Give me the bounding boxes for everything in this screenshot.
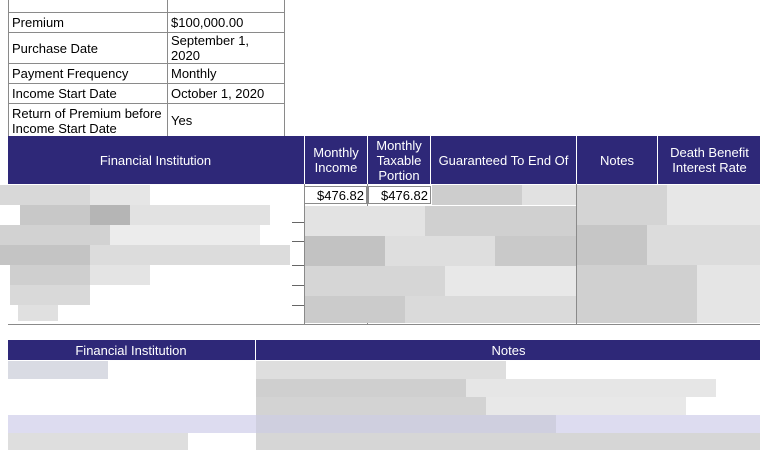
summary-label: Income Start Date	[8, 83, 168, 104]
notes-table-header: Financial Institution Notes	[8, 340, 760, 360]
summary-row-purchase-date: Purchase Date September 1, 2020	[8, 32, 285, 64]
grid-line	[304, 184, 305, 324]
col-guaranteed-to-end-of: Guaranteed To End Of	[430, 136, 576, 184]
grid-line	[8, 324, 760, 325]
income-table-header: Financial Institution Monthly Income Mon…	[8, 136, 760, 184]
col-death-benefit-interest-rate: Death Benefit Interest Rate	[657, 136, 761, 184]
monthly-taxable-value: $476.82	[368, 186, 431, 204]
col-notes: Notes	[255, 340, 761, 360]
col-financial-institution: Financial Institution	[75, 342, 187, 358]
grid-tick	[292, 285, 304, 286]
grid-tick	[292, 305, 304, 306]
summary-value: Yes	[167, 103, 285, 138]
grid-tick	[292, 265, 304, 266]
redacted-institution-column	[0, 185, 292, 323]
col-monthly-taxable-portion: Monthly Taxable Portion	[367, 136, 430, 184]
grid-tick	[292, 241, 304, 242]
grid-tick	[292, 222, 304, 223]
summary-row-income-start-date: Income Start Date October 1, 2020	[8, 83, 285, 104]
redacted-guaranteed-column	[432, 185, 576, 205]
summary-label: Purchase Date	[8, 32, 168, 64]
summary-row-partial	[8, 0, 285, 13]
col-monthly-income: Monthly Income	[304, 136, 367, 184]
summary-value: $100,000.00	[167, 12, 285, 33]
redacted-notes-column	[577, 185, 760, 323]
monthly-income-value: $476.82	[304, 186, 367, 204]
summary-value: October 1, 2020	[167, 83, 285, 104]
policy-summary-table: Premium $100,000.00 Purchase Date Septem…	[8, 0, 285, 138]
summary-label: Payment Frequency	[8, 63, 168, 84]
summary-value: Monthly	[167, 63, 285, 84]
grid-line	[576, 184, 577, 324]
summary-row-return-of-premium: Return of Premium before Income Start Da…	[8, 103, 285, 138]
redacted-notes-table-rows	[8, 361, 760, 450]
summary-row-premium: Premium $100,000.00	[8, 12, 285, 33]
summary-label: Return of Premium before Income Start Da…	[8, 103, 168, 138]
summary-value: September 1, 2020	[167, 32, 285, 64]
summary-row-payment-frequency: Payment Frequency Monthly	[8, 63, 285, 84]
redacted-values-columns	[305, 206, 576, 323]
col-financial-institution: Financial Institution	[99, 152, 212, 168]
col-notes: Notes	[576, 136, 657, 184]
summary-label: Premium	[8, 12, 168, 33]
